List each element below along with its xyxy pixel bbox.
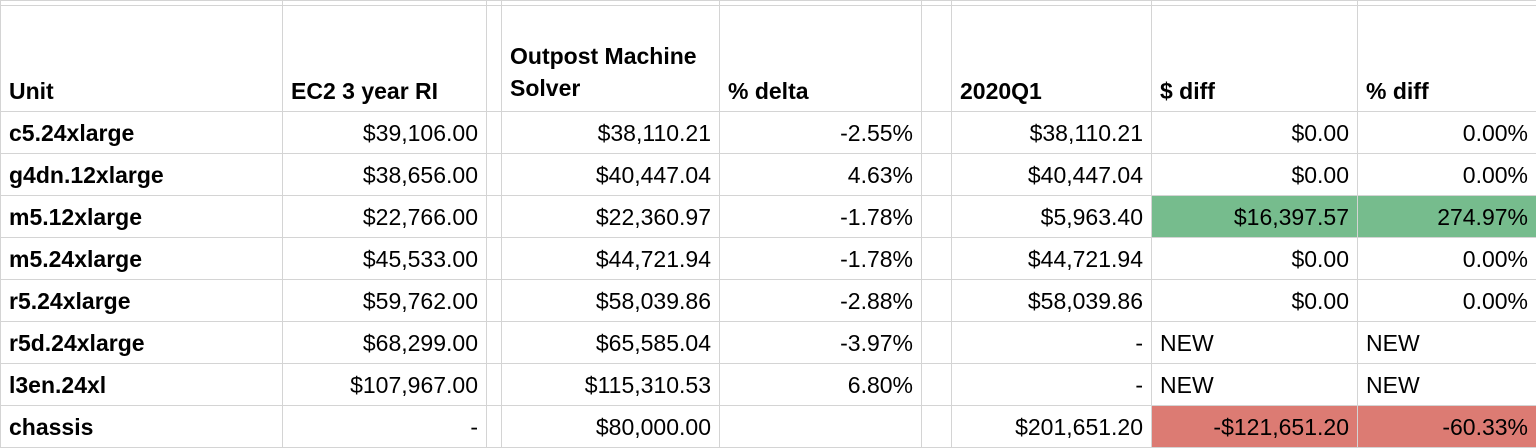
q1-cell[interactable]: $38,110.21: [952, 112, 1152, 154]
pct-delta-cell[interactable]: -1.78%: [720, 238, 922, 280]
unit-cell[interactable]: m5.24xlarge: [1, 238, 283, 280]
unit-cell[interactable]: m5.12xlarge: [1, 196, 283, 238]
outpost-cell[interactable]: $22,360.97: [502, 196, 720, 238]
ec2-cell[interactable]: $39,106.00: [283, 112, 487, 154]
pct-diff-cell[interactable]: 0.00%: [1358, 154, 1536, 196]
outpost-cell[interactable]: $44,721.94: [502, 238, 720, 280]
table-row: l3en.24xl $107,967.00 $115,310.53 6.80% …: [1, 364, 1536, 406]
pct-delta-cell[interactable]: -2.55%: [720, 112, 922, 154]
outpost-cell[interactable]: $40,447.04: [502, 154, 720, 196]
pct-diff-cell[interactable]: NEW: [1358, 364, 1536, 406]
dollar-diff-cell[interactable]: $0.00: [1152, 154, 1358, 196]
spacer-cell[interactable]: [487, 196, 502, 238]
pct-diff-cell-highlighted[interactable]: 274.97%: [1358, 196, 1536, 238]
outpost-cell[interactable]: $38,110.21: [502, 112, 720, 154]
spacer-cell[interactable]: [487, 364, 502, 406]
pct-delta-cell[interactable]: 6.80%: [720, 364, 922, 406]
ec2-cell[interactable]: $68,299.00: [283, 322, 487, 364]
pct-diff-cell[interactable]: 0.00%: [1358, 238, 1536, 280]
dollar-diff-cell[interactable]: NEW: [1152, 322, 1358, 364]
pct-diff-cell-highlighted[interactable]: -60.33%: [1358, 406, 1536, 448]
spacer-cell[interactable]: [487, 280, 502, 322]
dollar-diff-cell[interactable]: $0.00: [1152, 238, 1358, 280]
header-row: Unit EC2 3 year RI Outpost Machine Solve…: [1, 6, 1536, 112]
spacer-cell[interactable]: [922, 406, 952, 448]
outpost-cell[interactable]: $80,000.00: [502, 406, 720, 448]
header-dollar-diff[interactable]: $ diff: [1152, 6, 1358, 112]
header-unit[interactable]: Unit: [1, 6, 283, 112]
pct-diff-cell[interactable]: NEW: [1358, 322, 1536, 364]
pct-diff-cell[interactable]: 0.00%: [1358, 112, 1536, 154]
table-row: m5.24xlarge $45,533.00 $44,721.94 -1.78%…: [1, 238, 1536, 280]
q1-cell[interactable]: -: [952, 322, 1152, 364]
spacer-cell[interactable]: [487, 112, 502, 154]
dollar-diff-cell-highlighted[interactable]: $16,397.57: [1152, 196, 1358, 238]
unit-cell[interactable]: c5.24xlarge: [1, 112, 283, 154]
dollar-diff-cell[interactable]: $0.00: [1152, 112, 1358, 154]
pct-delta-cell[interactable]: -3.97%: [720, 322, 922, 364]
table-row: r5d.24xlarge $68,299.00 $65,585.04 -3.97…: [1, 322, 1536, 364]
ec2-cell[interactable]: $59,762.00: [283, 280, 487, 322]
spacer-cell[interactable]: [922, 280, 952, 322]
ec2-cell[interactable]: $107,967.00: [283, 364, 487, 406]
unit-cell[interactable]: g4dn.12xlarge: [1, 154, 283, 196]
header-pct-diff[interactable]: % diff: [1358, 6, 1536, 112]
spacer-cell[interactable]: [487, 406, 502, 448]
q1-cell[interactable]: $40,447.04: [952, 154, 1152, 196]
q1-cell[interactable]: $44,721.94: [952, 238, 1152, 280]
pct-delta-cell[interactable]: 4.63%: [720, 154, 922, 196]
q1-cell[interactable]: $58,039.86: [952, 280, 1152, 322]
header-ec2-ri[interactable]: EC2 3 year RI: [283, 6, 487, 112]
table-row: chassis - $80,000.00 $201,651.20 -$121,6…: [1, 406, 1536, 448]
unit-cell[interactable]: r5d.24xlarge: [1, 322, 283, 364]
dollar-diff-cell[interactable]: $0.00: [1152, 280, 1358, 322]
spacer-cell[interactable]: [487, 322, 502, 364]
dollar-diff-cell[interactable]: NEW: [1152, 364, 1358, 406]
spacer-cell[interactable]: [922, 364, 952, 406]
spacer-cell[interactable]: [922, 154, 952, 196]
ec2-cell[interactable]: $22,766.00: [283, 196, 487, 238]
spacer-cell[interactable]: [922, 322, 952, 364]
dollar-diff-cell-highlighted[interactable]: -$121,651.20: [1152, 406, 1358, 448]
pct-delta-cell[interactable]: [720, 406, 922, 448]
table-row: r5.24xlarge $59,762.00 $58,039.86 -2.88%…: [1, 280, 1536, 322]
spacer-cell[interactable]: [922, 6, 952, 112]
table-row: g4dn.12xlarge $38,656.00 $40,447.04 4.63…: [1, 154, 1536, 196]
unit-cell[interactable]: chassis: [1, 406, 283, 448]
ec2-cell[interactable]: $38,656.00: [283, 154, 487, 196]
spacer-cell[interactable]: [922, 196, 952, 238]
outpost-cell[interactable]: $115,310.53: [502, 364, 720, 406]
outpost-cell[interactable]: $58,039.86: [502, 280, 720, 322]
spacer-cell[interactable]: [922, 112, 952, 154]
header-2020q1[interactable]: 2020Q1: [952, 6, 1152, 112]
spacer-cell[interactable]: [487, 6, 502, 112]
q1-cell[interactable]: -: [952, 364, 1152, 406]
ec2-cell[interactable]: $45,533.00: [283, 238, 487, 280]
unit-cell[interactable]: l3en.24xl: [1, 364, 283, 406]
q1-cell[interactable]: $5,963.40: [952, 196, 1152, 238]
spacer-cell[interactable]: [487, 238, 502, 280]
pct-delta-cell[interactable]: -2.88%: [720, 280, 922, 322]
spacer-cell[interactable]: [487, 154, 502, 196]
table-row: c5.24xlarge $39,106.00 $38,110.21 -2.55%…: [1, 112, 1536, 154]
header-outpost-solver[interactable]: Outpost Machine Solver: [502, 6, 720, 112]
q1-cell[interactable]: $201,651.20: [952, 406, 1152, 448]
pct-delta-cell[interactable]: -1.78%: [720, 196, 922, 238]
unit-cell[interactable]: r5.24xlarge: [1, 280, 283, 322]
header-pct-delta[interactable]: % delta: [720, 6, 922, 112]
ec2-cell[interactable]: -: [283, 406, 487, 448]
outpost-cell[interactable]: $65,585.04: [502, 322, 720, 364]
pct-diff-cell[interactable]: 0.00%: [1358, 280, 1536, 322]
spacer-cell[interactable]: [922, 238, 952, 280]
table-row: m5.12xlarge $22,766.00 $22,360.97 -1.78%…: [1, 196, 1536, 238]
